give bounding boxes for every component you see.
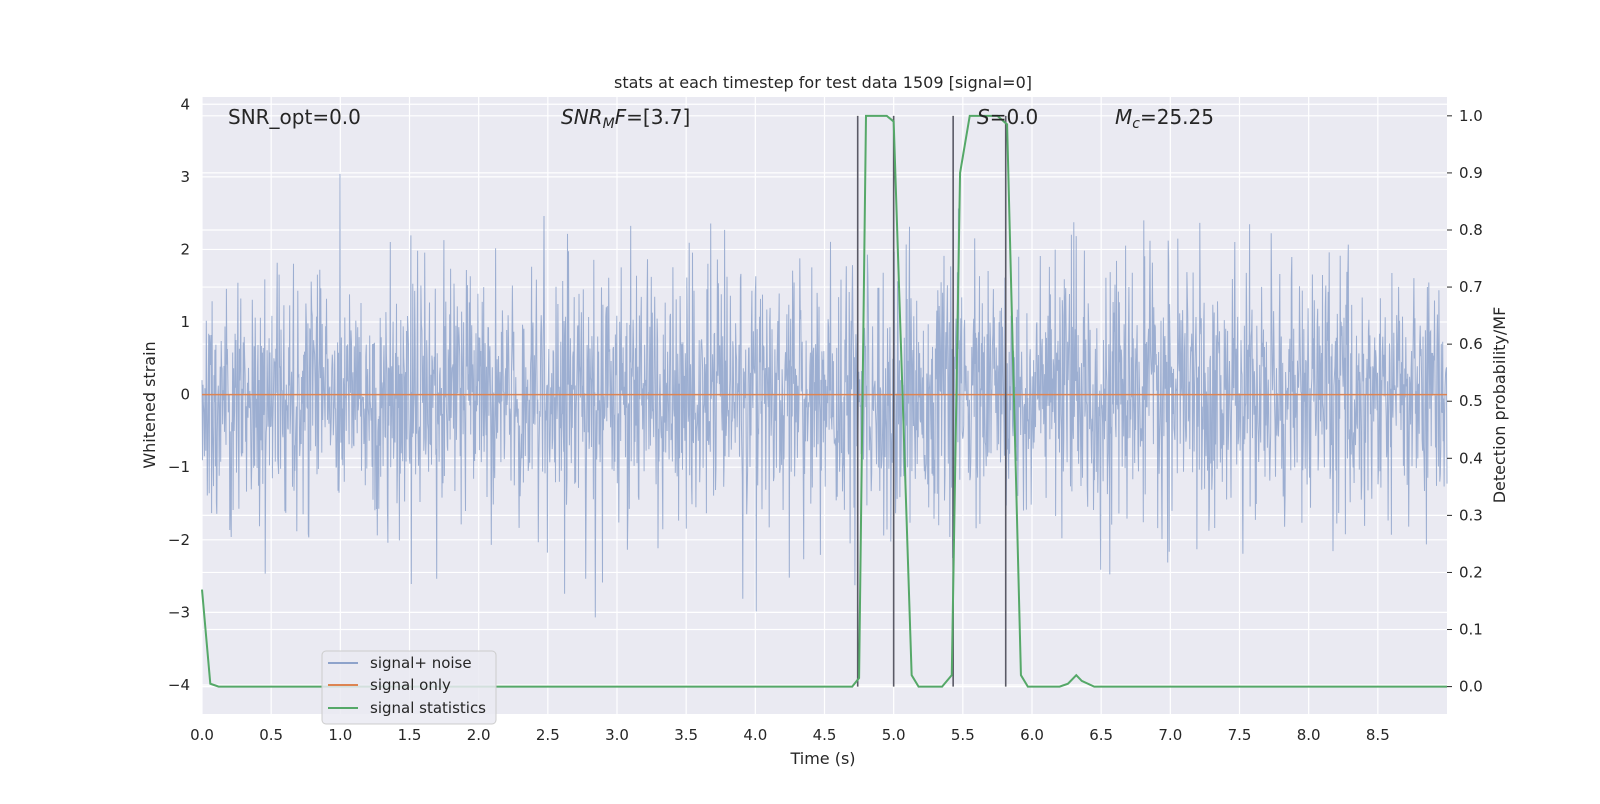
x-tick-label: 6.5	[1089, 726, 1113, 744]
y-right-tick-label: 0.7	[1459, 278, 1483, 296]
y-right-tick-label: 0.0	[1459, 678, 1483, 696]
annotation-snr-mf: SNRMF=[3.7]	[561, 105, 690, 132]
y-tick-label: 4	[180, 95, 190, 113]
annotation-s: S=0.0	[977, 105, 1038, 129]
x-tick-label: 3.5	[674, 726, 698, 744]
x-tick-label: 2.5	[536, 726, 560, 744]
y-right-tick-label: 0.1	[1459, 621, 1483, 639]
legend: signal+ noise signal only signal statist…	[321, 650, 497, 725]
annotation-mc: Mc=25.25	[1115, 105, 1214, 132]
legend-label-statistics: signal statistics	[370, 699, 486, 717]
tick-labels-layer: 0.0 0.5 1.0 1.5 2.0 2.5 3.0 3.5 4.0 4.5 5.0 5.5 6.0 6…	[168, 95, 1483, 744]
legend-box	[321, 650, 497, 725]
x-tick-label: 2.0	[467, 726, 491, 744]
x-tick-label: 4.0	[743, 726, 767, 744]
x-tick-label: 5.5	[951, 726, 975, 744]
y-tick-label: 0	[180, 386, 190, 404]
x-tick-label: 4.5	[813, 726, 837, 744]
y-right-tick-label: 0.8	[1459, 221, 1483, 239]
y-tick-label: −2	[168, 531, 190, 549]
x-tick-label: 5.0	[882, 726, 906, 744]
y-axis-label: Whitened strain	[140, 341, 159, 468]
annotation-snr-mf-sub: M	[603, 116, 615, 132]
y-tick-label: −1	[168, 458, 190, 476]
x-tick-label: 6.0	[1020, 726, 1044, 744]
x-tick-label: 8.0	[1297, 726, 1321, 744]
x-axis-label: Time (s)	[789, 749, 855, 768]
signal-statistics-layer	[201, 114, 1447, 688]
x-tick-label: 1.0	[328, 726, 352, 744]
annotation-mc-value: =25.25	[1140, 105, 1214, 129]
y-tick-label: −3	[168, 603, 190, 621]
y-right-tick-label: 0.9	[1459, 164, 1483, 182]
annotation-snr-mf-prefix: SNR	[561, 105, 603, 129]
y-right-tick-label: 0.5	[1459, 392, 1483, 410]
annotation-snr-mf-mid: F=	[615, 105, 643, 129]
y-right-tick-label: 0.2	[1459, 563, 1483, 581]
y-tick-label: 3	[180, 168, 190, 186]
y-right-tick-label: 0.3	[1459, 506, 1483, 524]
x-tick-label: 0.0	[190, 726, 214, 744]
annotation-mc-sub: c	[1132, 116, 1140, 132]
annotation-snr-opt: SNR_opt=0.0	[228, 105, 361, 129]
legend-label-signal-only: signal only	[370, 676, 451, 694]
signal-statistics-line	[201, 114, 1447, 688]
x-tick-label: 7.0	[1158, 726, 1182, 744]
y-tick-label: 1	[180, 313, 190, 331]
annotation-s-symbol: S	[977, 105, 990, 129]
y-tick-label: −4	[168, 676, 190, 694]
x-tick-label: 1.5	[398, 726, 422, 744]
y-right-tick-label: 0.4	[1459, 449, 1483, 467]
x-tick-label: 8.5	[1366, 726, 1390, 744]
x-tick-label: 3.0	[605, 726, 629, 744]
annotation-layer: SNR_opt=0.0 SNRMF=[3.7] S=0.0 Mc=25.25	[228, 105, 1214, 132]
y-axis-right-label: Detection probability/MF	[1490, 307, 1509, 504]
y-right-tick-label: 1.0	[1459, 107, 1483, 125]
legend-label-noise: signal+ noise	[370, 654, 472, 672]
y-right-tick-label: 0.6	[1459, 335, 1483, 353]
annotation-snr-mf-value: [3.7]	[643, 105, 690, 129]
x-tick-label: 7.5	[1228, 726, 1252, 744]
chart-title: stats at each timestep for test data 150…	[614, 73, 1032, 92]
annotation-mc-symbol: M	[1115, 105, 1132, 129]
x-tick-label: 0.5	[259, 726, 283, 744]
y-tick-label: 2	[180, 240, 190, 258]
annotation-s-value: =0.0	[990, 105, 1039, 129]
